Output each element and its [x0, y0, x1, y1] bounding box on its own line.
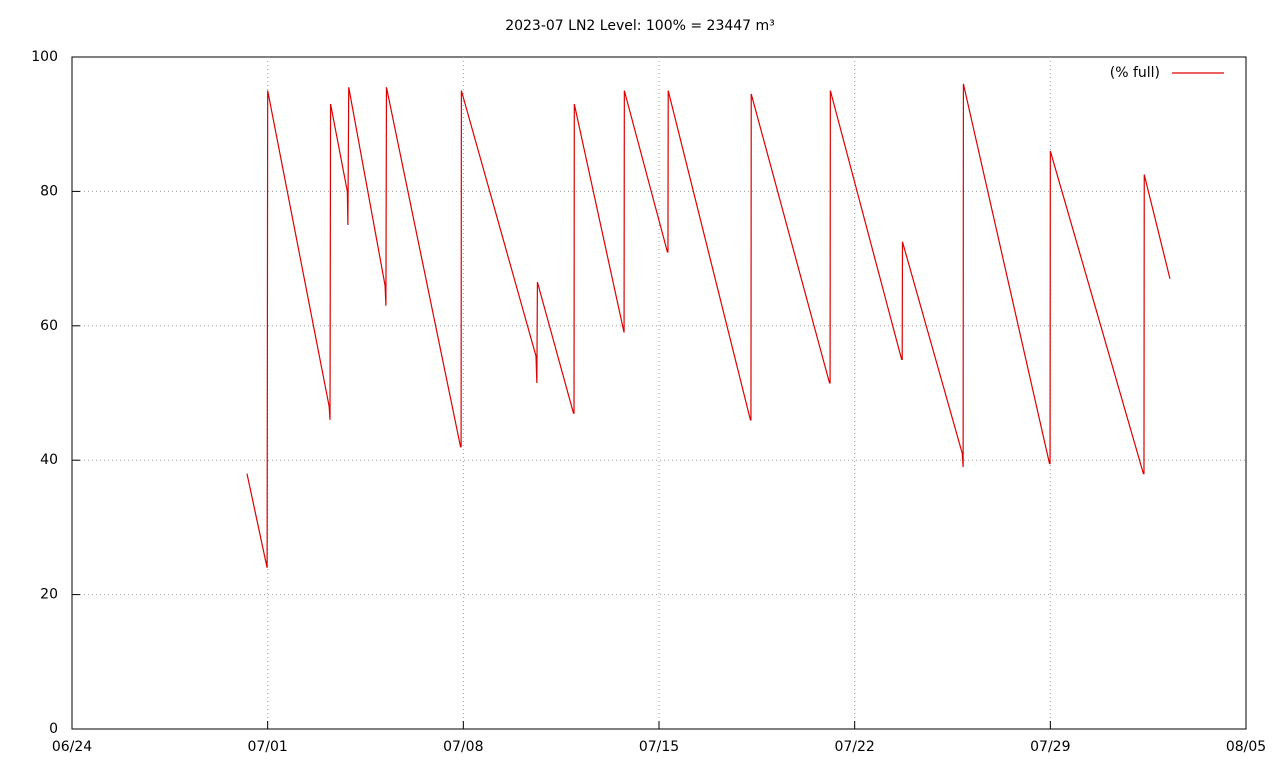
- x-tick-label: 07/01: [247, 739, 287, 755]
- y-tick-label: 0: [49, 721, 58, 737]
- data-line: [246, 83, 1171, 568]
- x-tick-label: 08/05: [1226, 739, 1266, 755]
- x-tick-label: 07/15: [639, 739, 679, 755]
- chart-title: 2023-07 LN2 Level: 100% = 23447 m³: [505, 18, 775, 34]
- y-tick-label: 40: [40, 452, 58, 468]
- y-tick-label: 80: [40, 183, 58, 199]
- x-tick-label: 06/24: [52, 739, 92, 755]
- y-tick-label: 20: [40, 587, 58, 603]
- x-tick-label: 07/22: [834, 739, 874, 755]
- y-tick-label: 100: [31, 49, 58, 65]
- x-tick-label: 07/29: [1030, 739, 1070, 755]
- legend-label: (% full): [1110, 65, 1160, 81]
- x-tick-label: 07/08: [443, 739, 483, 755]
- y-tick-label: 60: [40, 318, 58, 334]
